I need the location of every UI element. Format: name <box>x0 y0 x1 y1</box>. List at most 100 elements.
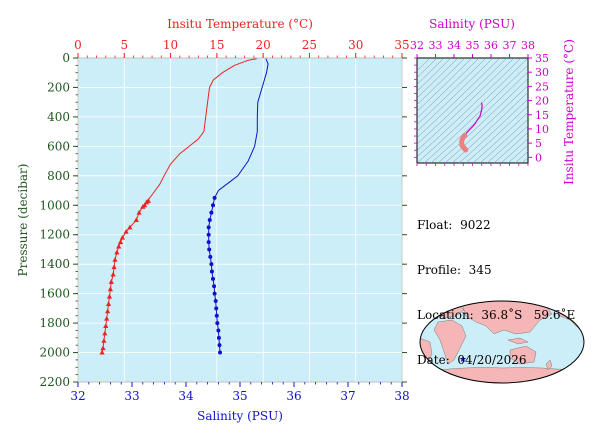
profile-chart: 0 5 10 15 20 25 30 35 32 33 34 35 36 37 38 0 200 400 600 80… <box>16 17 410 423</box>
pressure-tick-label: 400 <box>47 110 70 124</box>
salinity-point <box>217 343 222 348</box>
salinity-point <box>212 195 217 200</box>
ts-isoline <box>417 58 515 151</box>
float-location-marker: ★ <box>459 355 467 365</box>
pressure-axis-title: Pressure (decibar) <box>16 164 30 277</box>
temperature-point <box>116 243 122 249</box>
salinity-point <box>208 254 213 259</box>
pressure-tick-label: 800 <box>47 169 70 183</box>
pressure-tick-label: 0 <box>62 51 70 65</box>
temperature-point <box>123 228 129 234</box>
salinity-point <box>207 247 212 252</box>
ts-salinity-tick-label: 38 <box>521 39 535 52</box>
temperature-point <box>104 315 110 321</box>
salinity-tick-label: 38 <box>394 389 409 403</box>
salinity-point <box>218 350 223 355</box>
ts-isoline <box>417 58 508 145</box>
temperature-tick-label: 25 <box>302 38 317 52</box>
ts-isoline <box>479 118 528 163</box>
temperature-point <box>117 239 124 245</box>
salinity-point <box>206 225 211 230</box>
salinity-profile-line <box>208 58 269 353</box>
location-value: 36.8˚S 59.6˚E <box>481 308 576 322</box>
pressure-tick-label: 1000 <box>39 198 70 212</box>
ts-isoline <box>417 58 473 112</box>
profile-series <box>99 58 269 355</box>
temperature-point <box>100 345 106 351</box>
salinity-point <box>214 306 219 311</box>
ts-temperature-tick-label: 20 <box>535 95 549 108</box>
salinity-point <box>212 284 217 289</box>
pressure-tick-label: 1800 <box>39 316 70 330</box>
temperature-point <box>105 301 112 306</box>
temperature-point <box>127 224 133 230</box>
profile-label: Profile: <box>417 263 462 277</box>
ts-density-isolines <box>417 58 528 163</box>
temperature-point <box>106 293 113 299</box>
salinity-axis-title: Salinity (PSU) <box>197 409 283 423</box>
ts-isoline <box>493 131 528 163</box>
pressure-tick-label: 2000 <box>39 346 70 360</box>
temperature-axis-title: Insitu Temperature (°C) <box>167 17 313 31</box>
profile-axis-ticks: 0 5 10 15 20 25 30 35 32 33 34 35 36 37 38 0 200 400 600 80… <box>39 38 409 403</box>
ts-isoline <box>437 78 528 163</box>
ts-isoline <box>417 58 501 139</box>
ts-plot-area <box>416 57 529 164</box>
ts-isoline <box>417 58 452 92</box>
ts-isoline <box>507 144 528 163</box>
temperature-point <box>140 203 146 209</box>
temperature-point <box>136 209 142 215</box>
temperature-point <box>102 330 108 336</box>
temperature-point <box>107 286 113 292</box>
landmass-new-zealand <box>545 359 553 371</box>
ts-isoline <box>472 112 528 163</box>
ts-isoline <box>458 98 528 163</box>
temperature-tick-label: 20 <box>256 38 271 52</box>
ts-temperature-tick-label: 0 <box>535 151 542 164</box>
salinity-point <box>211 276 215 281</box>
ts-isoline <box>444 85 528 163</box>
temperature-tick-label: 10 <box>163 38 178 52</box>
pressure-tick-label: 1400 <box>39 257 70 271</box>
ts-salinity-tick-label: 32 <box>410 39 424 52</box>
temperature-point <box>112 256 118 262</box>
map-outline <box>419 300 585 384</box>
temperature-point <box>108 279 114 284</box>
salinity-tick-label: 36 <box>286 389 301 403</box>
salinity-tick-label: 32 <box>70 389 85 403</box>
temperature-point <box>119 234 126 240</box>
temperature-point <box>145 198 151 203</box>
ts-salinity-tick-label: 37 <box>503 39 517 52</box>
temperature-point <box>133 217 139 222</box>
float-info-block: Float: 9022 Profile: 345 Location: 36.8˚… <box>417 188 575 383</box>
ts-salinity-axis-title: Salinity (PSU) <box>429 17 515 31</box>
profile-value: 345 <box>468 263 492 277</box>
salinity-tick-label: 33 <box>124 389 139 403</box>
temperature-point <box>111 264 117 270</box>
ts-isoline <box>430 71 528 163</box>
salinity-point <box>209 269 214 274</box>
ts-salinity-tick-label: 33 <box>429 39 443 52</box>
ts-temperature-tick-label: 30 <box>535 66 549 79</box>
ts-isoline <box>417 58 459 99</box>
float-label: Float: <box>417 218 453 232</box>
ts-isoline <box>423 64 528 163</box>
salinity-point <box>206 232 211 237</box>
profile-plot-area <box>77 57 403 383</box>
location-info-row: Location: 36.8˚S 59.6˚E <box>417 308 575 323</box>
temperature-point <box>105 308 111 314</box>
date-info-row: Date: 04/20/2026 <box>417 353 575 368</box>
landmass-indonesia <box>507 337 529 345</box>
ts-salinity-tick-label: 36 <box>484 39 498 52</box>
ts-point <box>463 147 469 153</box>
salinity-point <box>216 328 221 333</box>
ts-temperature-axis-title: Insitu Temperature (°C) <box>562 39 576 185</box>
ts-temperature-tick-label: 35 <box>535 52 549 65</box>
ts-isoline <box>417 58 494 132</box>
salinity-point <box>207 218 212 222</box>
pressure-tick-label: 1200 <box>39 228 70 242</box>
pressure-tick-label: 1600 <box>39 287 70 301</box>
salinity-tick-label: 35 <box>232 389 247 403</box>
date-label: Date: <box>417 353 450 367</box>
